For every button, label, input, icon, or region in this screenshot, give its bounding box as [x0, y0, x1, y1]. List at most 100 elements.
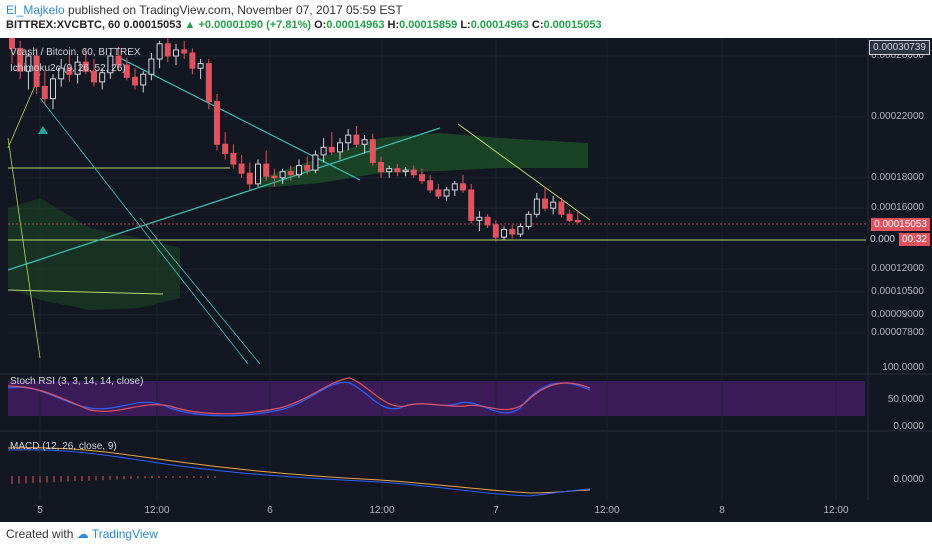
low-label: L: [460, 19, 471, 31]
candle-body [263, 163, 270, 177]
rsi-tick-label: 0.0000 [893, 421, 924, 432]
y-tick-label: 0.00009000 [871, 308, 924, 320]
candle-body [566, 213, 573, 221]
trend-line [7, 137, 41, 359]
last-value: 0.00015053 [123, 19, 182, 31]
buy-signal-icon [38, 126, 48, 134]
ichimoku-cloud-right [260, 133, 588, 188]
candle-body [337, 142, 343, 153]
candle-body [205, 63, 212, 103]
candle-body [476, 216, 483, 221]
candle-body [214, 101, 220, 145]
candle-body [222, 143, 229, 154]
candle-body [99, 72, 106, 83]
candle-body [369, 139, 376, 164]
candle-body [460, 183, 466, 191]
candle-body [9, 38, 15, 49]
candle-body [574, 219, 581, 223]
candle-body [550, 201, 557, 209]
candle-body [533, 198, 540, 215]
rsi-tick-label: 50.0000 [887, 394, 924, 405]
x-tick-label: 5 [37, 505, 43, 516]
x-tick-label: 12:00 [369, 505, 395, 516]
footer: Created with ☁ TradingView [6, 527, 158, 541]
symbol: BITTREX:XVCBTC, 60 [6, 19, 121, 31]
top-price-badge: 0.00030739 [869, 40, 930, 55]
change-value: ▲ +0.00001090 (+7.81%) [184, 19, 312, 31]
candle-body [271, 175, 278, 179]
publish-info: published on TradingView.com, November 0… [68, 3, 403, 17]
candle-body [246, 172, 253, 185]
rsi-tick-label: 100.0000 [882, 362, 924, 373]
candle-body [402, 169, 409, 173]
candle-body [328, 146, 335, 153]
last-price-badge: 0.00015053 [871, 218, 930, 231]
candle-body [517, 225, 524, 235]
close-label: C: [531, 19, 544, 31]
tradingview-link[interactable]: TradingView [91, 527, 158, 541]
candle-body [501, 229, 507, 238]
candle-body [148, 58, 155, 75]
x-tick-label: 7 [493, 505, 499, 516]
chart-svg[interactable] [0, 38, 932, 522]
candle-body [230, 152, 237, 165]
candle-body [107, 55, 114, 74]
trend-line [7, 127, 441, 271]
y-tick-label: 0.00012000 [871, 263, 924, 275]
candle-body [443, 189, 450, 197]
candle-body [115, 55, 122, 66]
candle-body [484, 216, 491, 226]
open-value: 0.00014963 [326, 19, 385, 31]
countdown-price: 0.000 [866, 233, 898, 246]
macd-line [7, 449, 591, 497]
tradingview-logo-icon: ☁ [76, 527, 89, 541]
candle-body [296, 165, 302, 176]
candle-body [492, 224, 499, 238]
trend-line [119, 57, 361, 181]
candle-body [164, 43, 171, 57]
candle-body [345, 134, 352, 144]
candle-body [58, 67, 65, 80]
candle-body [91, 70, 97, 83]
candle-body [558, 201, 565, 215]
indicator-label[interactable]: Ichimoku2c (9, 26, 52, 26) [10, 63, 126, 74]
trend-line [457, 123, 591, 221]
candle-body [361, 139, 368, 145]
macd-tick-label: 0.0000 [893, 474, 924, 485]
stoch-k-line [7, 381, 591, 417]
candle-body [525, 213, 532, 227]
created-with: Created with [6, 527, 74, 541]
candle-body [238, 163, 245, 174]
candle-body [82, 61, 89, 72]
candle-body [320, 146, 327, 156]
candle-body [419, 174, 425, 182]
candle-body [353, 134, 360, 145]
candle-body [509, 229, 516, 235]
y-tick-label: 0.00018000 [871, 171, 924, 183]
publish-line: El_Majkelo published on TradingView.com,… [6, 3, 403, 17]
x-tick-label: 6 [267, 505, 273, 516]
candle-body [156, 43, 163, 60]
candle-body [173, 49, 179, 57]
candle-body [255, 163, 261, 185]
y-tick-label: 0.00010500 [871, 285, 924, 297]
high-label: H: [387, 19, 400, 31]
candle-body [410, 169, 417, 176]
open-label: O: [314, 19, 327, 31]
stoch-rsi-label[interactable]: Stoch RSI (3, 3, 14, 14, close) [10, 376, 144, 387]
macd-signal-line [7, 447, 591, 494]
candle-body [132, 76, 138, 86]
macd-label[interactable]: MACD (12, 26, close, 9) [10, 441, 117, 452]
y-tick-label: 0.00016000 [871, 202, 924, 214]
candle-body [435, 189, 442, 197]
chart-panel[interactable]: Vcash / Bitcoin, 60, BITTREX Ichimoku2c … [0, 38, 932, 522]
author-link[interactable]: El_Majkelo [6, 3, 65, 17]
candle-body [123, 64, 130, 78]
close-value: 0.00015053 [543, 19, 602, 31]
stoch-d-line [7, 377, 591, 415]
candle-body [33, 55, 40, 87]
y-tick-label: 0.00026000 [871, 50, 924, 61]
chart-title: Vcash / Bitcoin, 60, BITTREX [10, 47, 141, 58]
y-tick-label: 0.00007800 [871, 327, 924, 338]
candle-body [140, 73, 147, 86]
